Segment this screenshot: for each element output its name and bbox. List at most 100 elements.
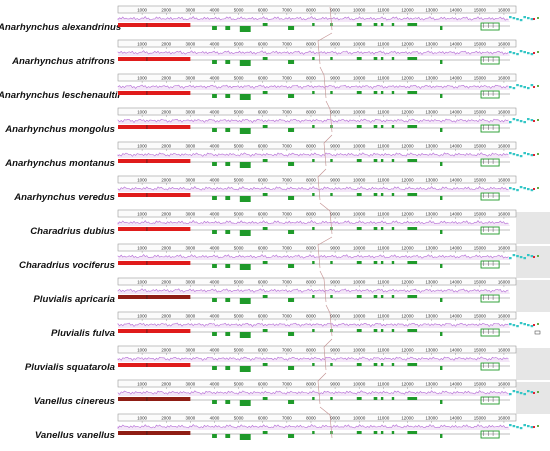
ruler-tick-label: 6000 [258,76,268,81]
collinear-block-outline [480,260,500,269]
similarity-profile [117,424,509,430]
collinear-block-green [212,196,217,200]
ruler-tick-label: 9000 [330,110,340,115]
ruler-tick-label: 9000 [330,348,340,353]
collinear-block-green [373,57,378,60]
ruler-tick-label: 15000 [474,382,487,387]
ruler-tick-label: 15000 [474,8,487,13]
collinear-block-green [330,397,333,400]
collinear-block-green [391,397,395,400]
genome-track: 1000 2000 3000 4000 5000 6000 7000 8000 9000 1000… [117,107,539,134]
collinear-block-green [380,23,384,26]
ruler-tick-label: 3000 [185,314,195,319]
ruler-tick-label: 11000 [377,382,389,387]
collinear-block-green [330,57,333,60]
ruler-tick-label: 4000 [210,246,220,251]
collinear-block-green [380,329,384,332]
ruler-tick-label: 2000 [161,280,171,285]
collinear-block-green [440,332,443,336]
cyan-block [519,186,523,189]
ruler-tick-label: 5000 [234,8,244,13]
ruler-tick-label: 7000 [282,348,292,353]
ruler-tick-label: 6000 [258,8,268,13]
ruler-tick-label: 5000 [234,280,244,285]
ruler-tick-label: 1000 [137,42,147,47]
cyan-block [523,86,526,89]
ruler-tick-label: 9000 [330,280,340,285]
ruler-tick-label: 14000 [450,8,463,13]
genome-track: 1000 2000 3000 4000 5000 6000 7000 8000 9000 1000… [117,277,550,312]
similarity-profile [117,390,509,395]
collinear-block-green [312,397,315,400]
ortholog-connector [319,66,325,76]
side-panel [516,212,550,244]
cyan-block [530,154,534,157]
similarity-profile [117,50,509,55]
collinear-block-green [239,400,251,406]
collinear-block-green [225,162,231,166]
cyan-block [523,152,526,155]
ruler-tick-label: 11000 [377,416,389,421]
collinear-block-green [312,159,315,162]
genome-label: Anarhynchus leschenaultii [0,90,121,101]
ruler-tick-label: 8000 [306,212,316,217]
ruler-tick-label: 16000 [498,280,511,285]
cyan-block [530,325,534,328]
collinear-block-green [239,366,251,372]
collinear-block-green [373,295,378,298]
collinear-block-green [212,26,217,30]
ruler-tick-label: 12000 [401,280,414,285]
collinear-block-red [118,125,191,129]
collinear-block-outline [480,22,500,31]
ruler-tick-label: 5000 [234,110,244,115]
collinear-block-green [312,363,315,366]
similarity-profile [117,152,509,157]
collinear-block-green [225,196,231,200]
ruler-tick-label: 2000 [161,212,171,217]
collinear-block-red [118,431,191,435]
ruler-tick-label: 10000 [353,280,366,285]
collinear-block-green [407,329,418,332]
ruler-tick-label: 1000 [137,382,147,387]
genome-track: 1000 2000 3000 4000 5000 6000 7000 8000 9000 1000… [117,141,539,168]
collinear-block-green [212,128,217,132]
cyan-block [509,424,512,427]
cyan-block [523,393,526,396]
ruler-tick-label: 4000 [210,314,220,319]
collinear-block-green [288,196,295,200]
ruler-tick-label: 5000 [234,314,244,319]
ruler-tick-label: 13000 [425,382,438,387]
ruler-tick-label: 1000 [137,280,147,285]
cyan-block [512,188,516,191]
collinear-block-green [440,264,443,268]
cyan-block [519,392,523,395]
collinear-block-green [380,193,384,196]
cyan-block [512,17,516,20]
collinear-block-green [239,264,251,270]
ruler-tick-label: 7000 [282,416,292,421]
collinear-block-green [380,227,384,230]
ruler-tick-label: 4000 [210,110,220,115]
collinear-block-green [391,193,395,196]
ruler-tick-label: 1000 [137,144,147,149]
genome-label: Vanellus vanellus [34,430,115,441]
collinear-block-green [330,363,333,366]
ruler-tick-label: 3000 [185,178,195,183]
collinear-block-green [225,128,231,132]
ruler-tick-label: 1000 [137,178,147,183]
cyan-block [519,155,523,158]
collinear-block-red [118,159,191,163]
similarity-fill [118,254,510,260]
cyan-block [519,256,523,259]
collinear-block-green [288,94,295,98]
ruler-tick-label: 7000 [282,280,292,285]
collinear-block-green [312,91,315,94]
cyan-block [509,187,512,190]
collinear-block-green [225,400,231,404]
collinear-block-green [373,363,378,366]
ruler-tick-label: 6000 [258,144,268,149]
collinear-block-green [356,329,362,332]
collinear-block-green [212,332,217,336]
collinear-block-green [380,397,384,400]
ruler-tick-label: 7000 [282,76,292,81]
